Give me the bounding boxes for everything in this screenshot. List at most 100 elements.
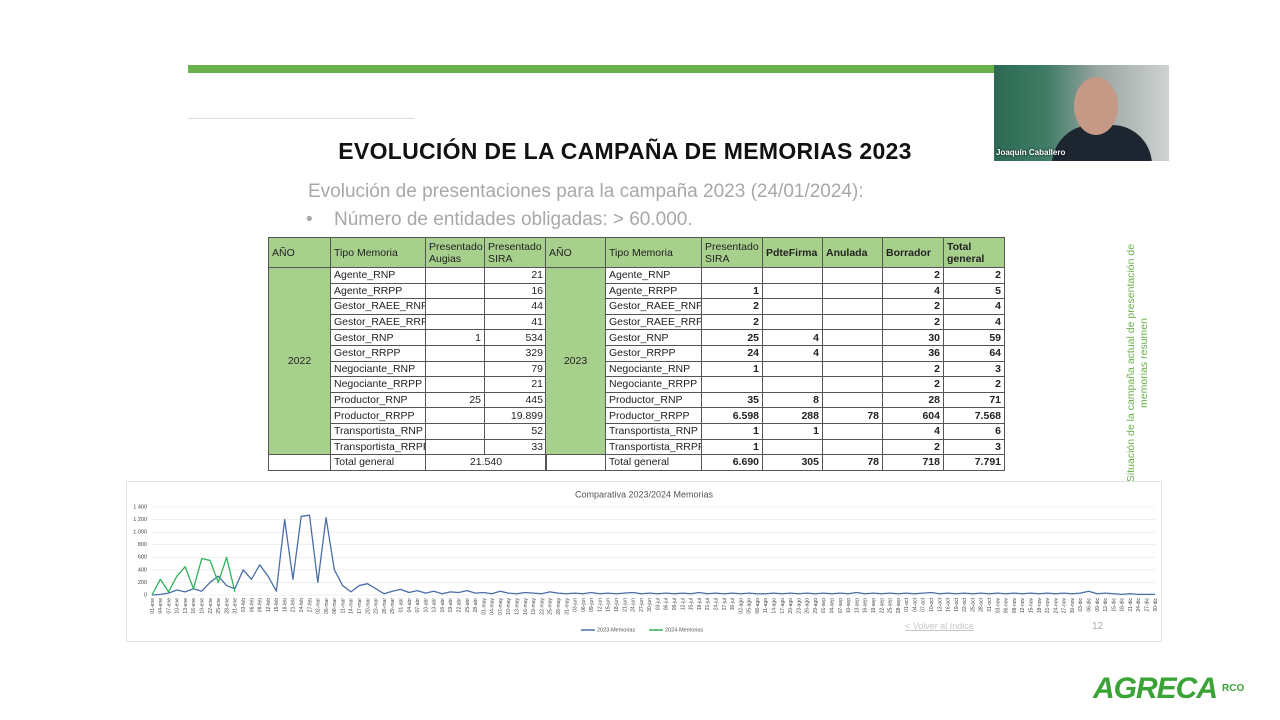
x-tick-label: 12-dic bbox=[1103, 598, 1109, 612]
header-cell: Total general bbox=[943, 237, 1005, 268]
x-tick-label: 07-sep bbox=[838, 598, 844, 614]
x-tick-label: 19-ene bbox=[200, 598, 206, 614]
x-tick-label: 03-nov bbox=[995, 598, 1001, 614]
cell: Gestor_RRPP bbox=[330, 344, 426, 362]
x-tick-label: 18-jul bbox=[697, 598, 703, 610]
x-tick-label: 03-feb bbox=[241, 598, 247, 612]
cell: 21 bbox=[484, 267, 547, 284]
x-tick-label: 02-mar bbox=[316, 598, 322, 614]
row: Gestor_RAEE_RNP 2 2 4 bbox=[546, 298, 1005, 315]
cell bbox=[822, 391, 883, 409]
cell: 36 bbox=[882, 344, 944, 362]
bullet-dot: • bbox=[306, 209, 313, 230]
cell: Gestor_RAEE_RNP bbox=[330, 298, 426, 315]
x-tick-label: 24-feb bbox=[299, 598, 305, 612]
row: Productor_RRPP 6.598 288 78 604 7.568 bbox=[546, 407, 1005, 424]
cell bbox=[425, 313, 485, 331]
cell bbox=[762, 282, 823, 300]
cell bbox=[425, 422, 485, 440]
cell bbox=[425, 267, 485, 284]
cell: 604 bbox=[882, 407, 944, 424]
row: Gestor_RRPP 329 bbox=[269, 344, 547, 362]
x-tick-label: 11-ago bbox=[763, 598, 769, 613]
x-tick-label: 13-sep bbox=[854, 598, 860, 614]
total-row: Total general 21.540 bbox=[268, 454, 547, 471]
row: Agente_RRPP 1 4 5 bbox=[546, 282, 1005, 300]
row: Transportista_RRPP 33 bbox=[269, 438, 547, 456]
cell bbox=[425, 298, 485, 315]
row: Transportista_RNP 1 1 4 6 bbox=[546, 422, 1005, 440]
cell: Transportista_RRPP bbox=[330, 438, 426, 456]
x-tick-label: 19-may bbox=[531, 598, 537, 615]
cell: 25 bbox=[425, 391, 485, 409]
cell: 33 bbox=[484, 438, 547, 456]
x-tick-label: 23-mar bbox=[374, 598, 380, 614]
cell: 534 bbox=[484, 329, 547, 346]
series-line bbox=[151, 556, 236, 596]
x-tick-label: 22-oct bbox=[962, 597, 968, 612]
cell: 1 bbox=[701, 360, 763, 378]
legend-label: 2024-Memorias bbox=[665, 627, 703, 633]
subtitle: Evolución de presentaciones para la camp… bbox=[308, 181, 864, 202]
x-tick-label: 04-oct bbox=[912, 597, 918, 612]
x-tick-label: 25-sep bbox=[888, 598, 894, 614]
x-tick-label: 24-jun bbox=[631, 598, 637, 612]
cell: 71 bbox=[943, 391, 1005, 409]
cell: Productor_RNP bbox=[605, 391, 702, 409]
table-2022: AÑO Tipo Memoria Presentado Augias Presenta… bbox=[268, 237, 547, 471]
y-tick-label: 200 bbox=[138, 580, 147, 586]
cell: Gestor_RAEE_RNP bbox=[605, 298, 702, 315]
cell: 4 bbox=[943, 313, 1005, 331]
x-tick-label: 09-jun bbox=[589, 598, 595, 612]
x-tick-label: 20-ago bbox=[788, 598, 794, 614]
cell bbox=[822, 313, 883, 331]
x-tick-label: 21-dic bbox=[1128, 598, 1134, 612]
webcam: Joaquin Caballero bbox=[994, 65, 1169, 161]
x-tick-label: 15-dic bbox=[1111, 598, 1117, 612]
year-cell: 2022 bbox=[268, 266, 331, 456]
y-tick-label: 600 bbox=[138, 555, 147, 561]
x-tick-label: 07-ene bbox=[166, 598, 172, 614]
x-tick-label: 16-may bbox=[523, 598, 529, 615]
cell: 19.899 bbox=[484, 407, 547, 424]
x-tick-label: 26-mar bbox=[382, 598, 388, 614]
side-note-line: Situación de la campaña actual de presen… bbox=[1125, 243, 1137, 483]
cell: 21 bbox=[484, 376, 547, 393]
x-tick-label: 15-jul bbox=[689, 598, 695, 610]
row: Gestor_RNP 1 534 bbox=[269, 329, 547, 346]
year-cell: 2023 bbox=[545, 266, 606, 456]
cell: 1 bbox=[762, 422, 823, 440]
y-tick-label: 0 bbox=[144, 592, 147, 598]
cell: 2 bbox=[701, 298, 763, 315]
cell: Transportista_RRPP bbox=[605, 438, 702, 456]
row: Gestor_RRPP 24 4 36 64 bbox=[546, 344, 1005, 362]
x-tick-label: 09-feb bbox=[258, 598, 264, 612]
row: Negociante_RNP 79 bbox=[269, 360, 547, 378]
x-tick-label: 10-sep bbox=[846, 598, 852, 614]
cell: 2 bbox=[882, 313, 944, 331]
x-tick-label: 23-ago bbox=[796, 598, 802, 614]
row: 2023 Agente_RNP 2 2 bbox=[545, 266, 1005, 456]
cell: Agente_RRPP bbox=[605, 282, 702, 300]
header-cell: Tipo Memoria bbox=[330, 237, 426, 268]
total-cell: 305 bbox=[762, 454, 823, 471]
x-tick-label: 30-dic bbox=[1153, 598, 1159, 612]
x-tick-label: 21-jun bbox=[622, 598, 628, 612]
header-cell: Borrador bbox=[882, 237, 944, 268]
x-tick-label: 17-ago bbox=[780, 598, 786, 614]
cell: 78 bbox=[822, 407, 883, 424]
rule bbox=[188, 118, 414, 119]
row: Transportista_RRPP 1 2 3 bbox=[546, 438, 1005, 456]
cell bbox=[425, 438, 485, 456]
cell: Gestor_RRPP bbox=[605, 344, 702, 362]
x-tick-label: 12-feb bbox=[266, 598, 272, 612]
cell bbox=[822, 360, 883, 378]
logo-badge: RCO bbox=[1222, 683, 1245, 694]
x-tick-label: 24-jul bbox=[713, 598, 719, 610]
cell: 25 bbox=[701, 329, 763, 346]
x-tick-label: 28-sep bbox=[896, 598, 902, 614]
back-link[interactable]: < Volver al índice bbox=[905, 621, 974, 631]
cell bbox=[822, 282, 883, 300]
cell bbox=[822, 267, 883, 284]
cell: Transportista_RNP bbox=[330, 422, 426, 440]
